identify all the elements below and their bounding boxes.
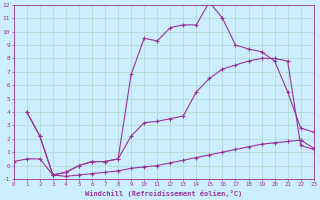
X-axis label: Windchill (Refroidissement éolien,°C): Windchill (Refroidissement éolien,°C)	[85, 190, 242, 197]
